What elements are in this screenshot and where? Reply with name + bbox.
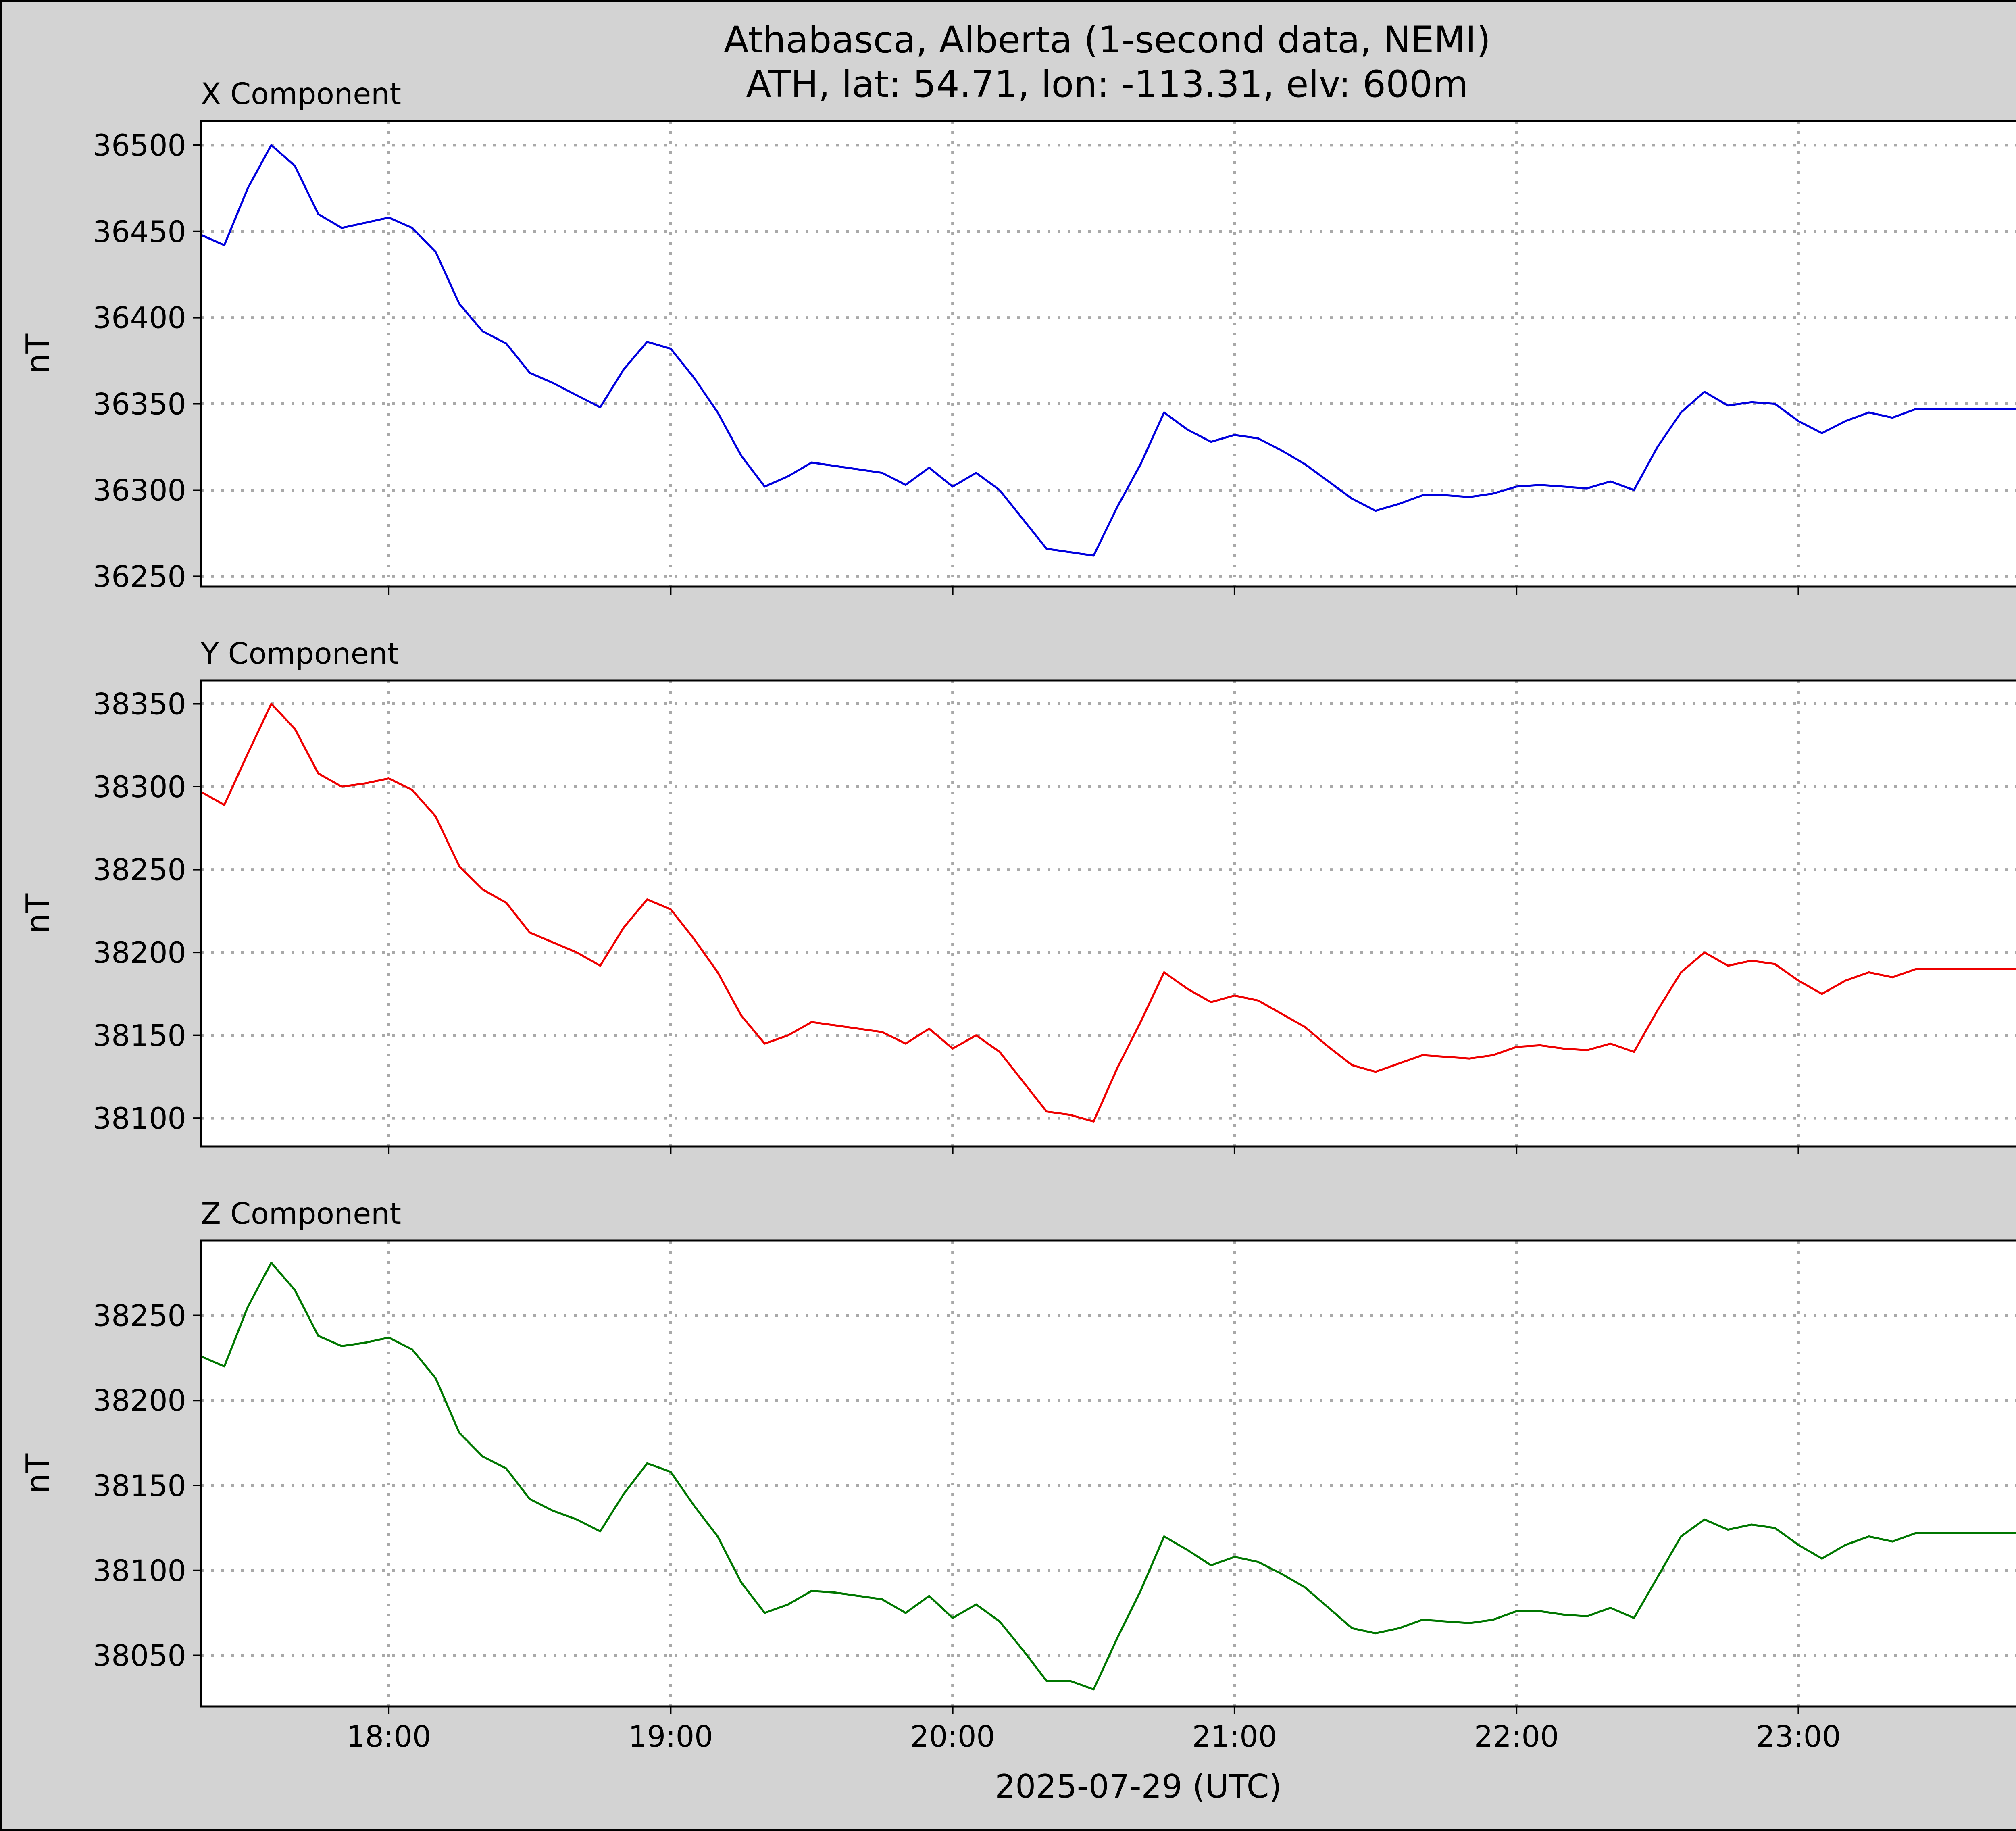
y-axis-label: nT: [19, 1453, 57, 1494]
y-tick-label: 38100: [93, 1554, 186, 1588]
plot-frame: [200, 1239, 2016, 1708]
plot-frame: [200, 120, 2016, 588]
panel-1: 36250 36300 36350 36400 36450 36500 X Componen…: [19, 77, 2016, 595]
chart-panels: 36250 36300 36350 36400 36450 36500 X Componen…: [19, 77, 2016, 1754]
figure-title-line1: Athabasca, Alberta (1-second data, NEMI): [724, 19, 1491, 61]
y-tick-label: 38200: [93, 936, 186, 970]
y-tick-label: 36250: [93, 560, 186, 594]
y-tick-label: 36500: [93, 129, 186, 163]
plot-area: [201, 121, 2016, 587]
plot-area: [201, 1241, 2016, 1706]
x-tick-label: 20:00: [910, 1720, 995, 1754]
x-tick-label: 19:00: [628, 1720, 713, 1754]
panel-title: X Component: [201, 77, 401, 111]
y-tick-label: 38350: [93, 687, 186, 722]
plot-area: [201, 681, 2016, 1146]
panel-2: 38100 38150 38200 38250 38300 38350 Y Componen…: [19, 637, 2016, 1154]
series-line: [200, 1262, 2016, 1691]
y-tick-label: 36450: [93, 215, 186, 249]
y-tick-label: 36300: [93, 473, 186, 508]
panel-title: Y Component: [200, 637, 399, 671]
x-axis-label: 2025-07-29 (UTC): [995, 1768, 1281, 1805]
y-tick-label: 38150: [93, 1469, 186, 1503]
x-tick-label: 22:00: [1474, 1720, 1559, 1754]
panel-3: 38050 38100 38150 38200 38250 18:00 19:00 20:00…: [19, 1197, 2016, 1754]
panel-title: Z Component: [201, 1197, 401, 1231]
figure-title-line2: ATH, lat: 54.71, lon: -113.31, elv: 600m: [746, 63, 1468, 106]
y-tick-label: 38150: [93, 1019, 186, 1053]
y-tick-label: 38250: [93, 853, 186, 887]
y-axis-label: nT: [19, 893, 57, 934]
y-tick-label: 38300: [93, 770, 186, 804]
y-tick-label: 36400: [93, 301, 186, 335]
y-axis-label: nT: [19, 333, 57, 374]
series-line: [200, 144, 2016, 557]
series-line: [200, 703, 2016, 1123]
x-tick-label: 23:00: [1756, 1720, 1841, 1754]
y-tick-label: 38100: [93, 1102, 186, 1136]
x-tick-label: 21:00: [1192, 1720, 1277, 1754]
y-tick-label: 38200: [93, 1384, 186, 1418]
y-tick-label: 38250: [93, 1299, 186, 1333]
x-tick-label: 18:00: [346, 1720, 431, 1754]
y-tick-label: 38050: [93, 1639, 186, 1673]
plot-frame: [200, 679, 2016, 1148]
y-tick-label: 36350: [93, 387, 186, 422]
